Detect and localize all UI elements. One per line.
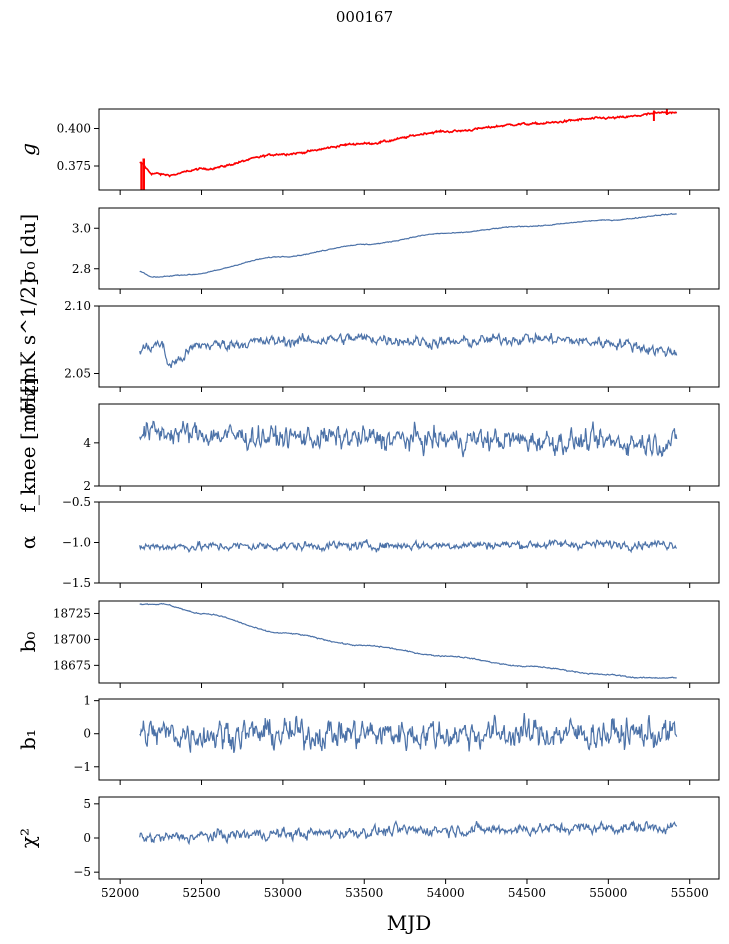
- panel-g: 0.375 0.400 g: [16, 108, 720, 195]
- x-tick-label: 54500: [508, 886, 546, 900]
- y-tick-label-b1: 1: [83, 694, 91, 708]
- y-tick-label-chi2: 5: [83, 797, 91, 811]
- y-tick-label-b0: 18700: [53, 632, 91, 646]
- series-line-chi2: [139, 819, 678, 846]
- series-line-b1: [139, 712, 678, 754]
- x-tick-label: 53500: [345, 886, 383, 900]
- panel-chi2: −5 0 5 52000 52500 53000 53500 54000 54500 55000 5…: [16, 796, 720, 900]
- y-tick-label-sigma0_du: 3.0: [72, 221, 91, 235]
- panel-frame-sigma0_mk: [98, 305, 720, 388]
- panel-b1: −1 0 1 b₁: [16, 694, 720, 785]
- y-axis-label-alpha: α: [16, 536, 40, 550]
- y-tick-label-fknee: 2: [83, 479, 91, 493]
- panel-sigma0_mk: 2.05 2.10 σ₀[mK s^1/2]: [16, 278, 720, 415]
- y-axis-label-b1: b₁: [16, 729, 40, 750]
- series-overlay-g: [139, 110, 678, 178]
- panel-b0: 18675 18700 18725 b₀: [16, 600, 720, 688]
- series-line-sigma0_du: [139, 212, 677, 278]
- y-tick-label-sigma0_du: 2.8: [72, 262, 91, 276]
- y-tick-label-fknee: 4: [83, 436, 91, 450]
- panel-frame-sigma0_du: [98, 207, 720, 290]
- y-axis-label-fknee: f_knee [mHz]: [16, 378, 40, 513]
- panel-sigma0_du: 2.8 3.0 σ₀ [du]: [16, 207, 720, 294]
- y-tick-label-chi2: 0: [83, 831, 91, 845]
- panel-frame-chi2: [98, 796, 720, 880]
- panel-frame-g: [98, 108, 720, 191]
- panel-frame-alpha: [98, 501, 720, 584]
- y-axis-label-sigma0_du: σ₀ [du]: [16, 214, 40, 283]
- figure-title: 000167: [335, 8, 394, 26]
- y-tick-label-alpha: −1.5: [62, 576, 91, 590]
- y-tick-label-sigma0_mk: 2.10: [64, 299, 91, 313]
- x-tick-label: 55000: [589, 886, 627, 900]
- y-tick-label-sigma0_mk: 2.05: [64, 367, 91, 381]
- series-line-b0: [139, 602, 677, 679]
- panel-alpha: −1.5 −1.0 −0.5 α: [16, 495, 720, 590]
- x-tick-label: 52000: [101, 886, 139, 900]
- series-line-fknee: [139, 420, 678, 458]
- y-axis-label-b0: b₀: [16, 632, 40, 653]
- y-tick-label-chi2: −5: [73, 865, 91, 879]
- y-axis-label-sigma0_mk: σ₀[mK s^1/2]: [16, 278, 40, 415]
- panel-frame-fknee: [98, 403, 720, 487]
- y-tick-label-b1: −1: [73, 760, 91, 774]
- y-axis-label-chi2: χ²: [16, 828, 40, 848]
- x-axis-label: MJD: [387, 911, 432, 935]
- series-line-sigma0_mk: [139, 331, 678, 369]
- y-tick-label-alpha: −0.5: [62, 495, 91, 509]
- y-tick-label-alpha: −1.0: [62, 536, 91, 550]
- x-tick-label: 52500: [182, 886, 220, 900]
- series-line-alpha: [139, 538, 678, 554]
- y-tick-label-g: 0.400: [57, 122, 91, 136]
- x-tick-label: 55500: [671, 886, 709, 900]
- panel-frame-b0: [98, 600, 720, 684]
- panel-frame-b1: [98, 698, 720, 781]
- y-tick-label-b0: 18675: [53, 658, 91, 672]
- x-tick-label: 54000: [427, 886, 465, 900]
- x-tick-label: 53000: [264, 886, 302, 900]
- y-tick-label-b1: 0: [83, 727, 91, 741]
- y-tick-label-g: 0.375: [57, 159, 91, 173]
- y-tick-label-b0: 18725: [53, 606, 91, 620]
- y-axis-label-g: g: [16, 143, 40, 156]
- panel-fknee: 2 4 f_knee [mHz]: [16, 378, 720, 513]
